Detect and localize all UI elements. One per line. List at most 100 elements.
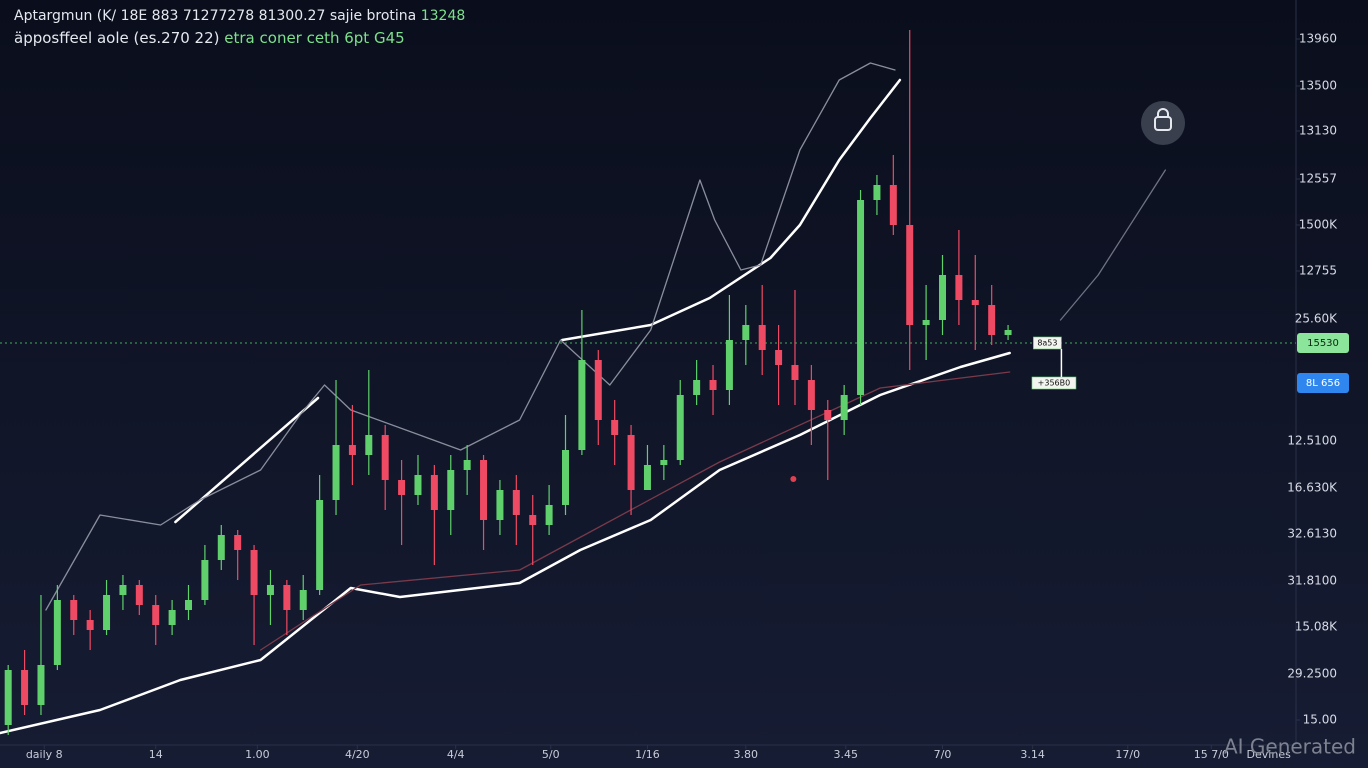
candle-body (430, 475, 438, 510)
y-tick-label: 15.08K (1295, 620, 1338, 634)
candle-body (873, 185, 881, 200)
candle-body (37, 665, 45, 705)
candle-body (660, 460, 668, 465)
header-text: Aptargmun (K/ 18E 883 71277278 81300.27 … (14, 8, 416, 24)
candle-body (840, 395, 848, 420)
candle-body (643, 465, 651, 490)
candle-body (332, 445, 340, 500)
candle-body (889, 185, 897, 225)
header-text: äpposffeel aole (es.270 22) (14, 29, 220, 47)
candle-body (447, 470, 455, 510)
x-tick-label: 7/0 (934, 748, 952, 761)
candle-body (611, 420, 619, 435)
candle-body (1004, 330, 1012, 335)
indicator-line (0, 351, 1011, 735)
price-label: 15530 (1307, 338, 1339, 349)
candle-body (217, 535, 225, 560)
x-tick-label: 5/0 (542, 748, 560, 761)
indicator-line (259, 371, 1011, 651)
candle-body (103, 595, 111, 630)
x-tick-label: 3.80 (734, 748, 759, 761)
annotation-box (1031, 376, 1077, 390)
y-tick-label: 31.8100 (1287, 574, 1337, 588)
x-tick-label: 17/0 (1115, 748, 1140, 761)
candle-body (266, 585, 274, 595)
candle-body (21, 670, 29, 705)
y-tick-label: 32.6130 (1287, 527, 1337, 541)
candle-body (86, 620, 94, 630)
candle-body (971, 300, 979, 305)
candle-body (299, 590, 307, 610)
candle-body (627, 435, 635, 490)
x-tick-label: 14 (149, 748, 163, 761)
candle-body (988, 305, 996, 335)
watermark: AI Generated (1224, 735, 1356, 759)
y-tick-label: 12.5100 (1287, 434, 1337, 448)
y-tick-label: 13500 (1299, 79, 1337, 93)
candle-body (742, 325, 750, 340)
x-tick-label: 4/20 (345, 748, 370, 761)
icon-glyph[interactable] (1154, 116, 1172, 131)
x-tick-label: 1/16 (635, 748, 660, 761)
candle-body (119, 585, 127, 595)
candle-body (365, 435, 373, 455)
y-tick-label: 12755 (1299, 264, 1337, 278)
annotation-label: +356B0 (1038, 379, 1071, 388)
price-label-box (1297, 373, 1349, 393)
candle-body (316, 500, 324, 590)
candle-body (791, 365, 799, 380)
annotation-box (1033, 336, 1062, 350)
candle-body (398, 480, 406, 495)
candle-body (152, 605, 160, 625)
y-tick-label: 16.630K (1287, 481, 1338, 495)
x-tick-label: daily 8 (26, 748, 63, 761)
header-value: etra coner ceth 6pt G45 (224, 29, 404, 47)
candle-body (201, 560, 209, 600)
header: äpposffeel aole (es.270 22) etra coner c… (14, 29, 405, 47)
candle-body (594, 360, 602, 420)
y-tick-label: 12557 (1299, 172, 1337, 186)
x-tick-label: Devines (1247, 748, 1292, 761)
icon-button[interactable] (1141, 101, 1185, 145)
marker-dot (790, 476, 797, 482)
indicator-line (45, 62, 896, 611)
candle-body (775, 350, 783, 365)
candle-body (348, 445, 356, 455)
indicator-line (174, 78, 902, 524)
candle-body (381, 435, 389, 480)
price-label-box (1297, 333, 1349, 353)
candle-body (545, 505, 553, 525)
candle-body (529, 515, 537, 525)
candle-body (955, 275, 963, 300)
candle-body (496, 490, 504, 520)
icon-circle[interactable] (1141, 101, 1185, 145)
header: Aptargmun (K/ 18E 883 71277278 81300.27 … (14, 8, 465, 24)
candle-body (135, 585, 143, 605)
candle-body (824, 410, 832, 420)
candle-body (709, 380, 717, 390)
y-tick-label: 25.60K (1295, 312, 1338, 326)
y-tick-label: 29.2500 (1287, 667, 1337, 681)
candle-body (168, 610, 176, 625)
candle-body (234, 535, 242, 550)
candle-body (807, 380, 815, 410)
candle-body (4, 670, 12, 725)
candle-body (250, 550, 258, 595)
candle-body (512, 490, 520, 515)
candle-body (906, 225, 914, 325)
candle-body (676, 395, 684, 460)
candle-body (562, 450, 570, 505)
x-tick-label: 4/4 (447, 748, 465, 761)
candle-body (463, 460, 471, 470)
icon-glyph[interactable] (1157, 108, 1169, 117)
candle-body (922, 320, 930, 325)
candle-body (693, 380, 701, 395)
candle-body (283, 585, 291, 610)
y-tick-label: 15.00 (1303, 713, 1337, 727)
header-value: 13248 (421, 8, 466, 24)
candle-body (857, 200, 865, 395)
x-tick-label: 3.14 (1020, 748, 1045, 761)
candle-body (939, 275, 947, 320)
